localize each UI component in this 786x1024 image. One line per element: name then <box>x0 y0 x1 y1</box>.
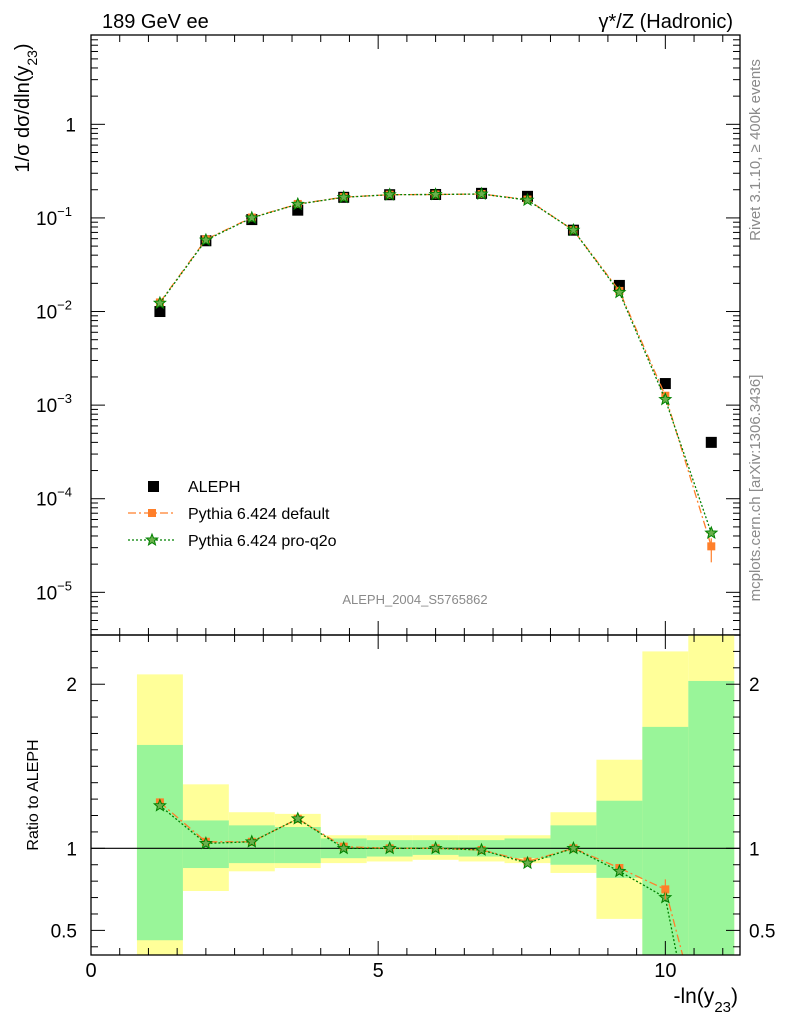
ratio-proq2o-point <box>198 836 213 850</box>
ratio-proq2o-point <box>520 855 535 870</box>
ratio-y-tick-label-right: 2 <box>749 675 760 696</box>
pythia-proq2o-point <box>520 192 535 207</box>
legend-label-proq2o: Pythia 6.424 pro-q2o <box>188 533 337 550</box>
x-tick-label: 5 <box>373 960 384 982</box>
pythia-proq2o-point <box>244 210 259 224</box>
legend-label-aleph: ALEPH <box>188 479 240 496</box>
pythia-proq2o-point <box>152 295 167 310</box>
legend-marker-aleph <box>148 481 159 492</box>
main-y-tick-label: 10−3 <box>36 391 72 417</box>
x-tick-label: 0 <box>85 960 96 982</box>
ratio-proq2o-point <box>612 863 627 878</box>
aleph-data-point <box>705 436 717 448</box>
legend-marker-proq2o <box>145 532 159 547</box>
main-y-tick-label: 10−4 <box>36 485 72 511</box>
header-right: γ*/Z (Hadronic) <box>599 11 733 33</box>
green-band-bin <box>688 680 735 955</box>
main-y-tick-label: 10−5 <box>36 578 72 604</box>
main-marks <box>152 186 719 563</box>
ratio-proq2o-point <box>474 842 489 856</box>
legend-star-shape <box>145 532 159 547</box>
watermark: ALEPH_2004_S5765862 <box>342 592 487 607</box>
ratio-y-axis-label: Ratio to ALEPH <box>25 739 42 850</box>
ratio-y-tick-label: 2 <box>66 675 77 696</box>
pythia-proq2o-point <box>290 196 305 211</box>
ratio-frame <box>90 634 741 956</box>
ratio-proq2o-point <box>152 798 167 812</box>
green-band-bin <box>136 744 183 941</box>
main-axes: 10−5 10−4 10−3 10−2 10−1 1 <box>36 34 740 635</box>
legend-marker-default <box>148 509 156 517</box>
pythia-proq2o-point <box>198 232 213 247</box>
green-band-bin <box>274 827 321 864</box>
legend: ALEPH Pythia 6.424 default Pythia 6.424 … <box>128 479 337 550</box>
header-left: 189 GeV ee <box>102 11 209 33</box>
ratio-panel: 0.5 0.5 1 1 2 2 0 5 10 Ratio to ALEPH -ln(y23) <box>25 634 775 1016</box>
pythia-proq2o-point <box>474 186 489 201</box>
ratio-y-tick-label: 0.5 <box>51 921 77 942</box>
series-line-1 <box>159 193 712 547</box>
ratio-marks <box>152 798 684 956</box>
pythia-proq2o-point <box>612 285 627 299</box>
pythia-proq2o-point <box>704 525 719 540</box>
x-tick-label: 10 <box>654 960 676 982</box>
aleph-data-point <box>154 306 166 318</box>
pythia-proq2o-point <box>382 187 397 201</box>
aleph-data-point <box>659 378 671 390</box>
ratio-y-tick-label-right: 0.5 <box>749 921 775 942</box>
pythia-proq2o-point <box>428 187 443 201</box>
main-y-axis-label: 1/σ dσ/dln(y23) <box>12 43 40 172</box>
main-y-tick-label: 1 <box>65 115 76 136</box>
ratio-proq2o-point <box>428 840 443 855</box>
ratio-proq2o-point <box>382 840 397 855</box>
ratio-y-tick-label-right: 1 <box>749 839 760 860</box>
main-y-tick-label: 10−1 <box>36 204 72 230</box>
main-panel: 10−5 10−4 10−3 10−2 10−1 1 1/σ dσ/dln(y23) AL… <box>12 34 741 636</box>
rivet-side-label: Rivet 3.1.10, ≥ 400k events <box>747 59 764 241</box>
ratio-proq2o-point <box>244 834 259 848</box>
main-y-tick-label: 10−2 <box>36 298 72 324</box>
aleph-data-point <box>292 204 304 216</box>
legend-label-default: Pythia 6.424 default <box>188 506 330 523</box>
x-axis-label: -ln(y23) <box>673 985 738 1016</box>
ratio-y-tick-label: 1 <box>66 839 77 860</box>
ratio-proq2o-point <box>336 840 351 855</box>
series-line-2 <box>159 193 712 534</box>
pythia-proq2o-point <box>336 189 351 204</box>
ratio-proq2o-point <box>290 811 305 825</box>
ratio-proq2o-point <box>566 840 581 855</box>
pythia-proq2o-point <box>658 392 673 406</box>
mcplots-side-label: mcplots.cern.ch [arXiv:1306.3436] <box>747 375 764 602</box>
ratio-bands <box>91 635 740 955</box>
green-band-bin <box>642 726 689 955</box>
pythia-proq2o-point <box>566 222 581 237</box>
ratio-axes: 0.5 0.5 1 1 2 2 0 5 10 <box>51 635 775 982</box>
